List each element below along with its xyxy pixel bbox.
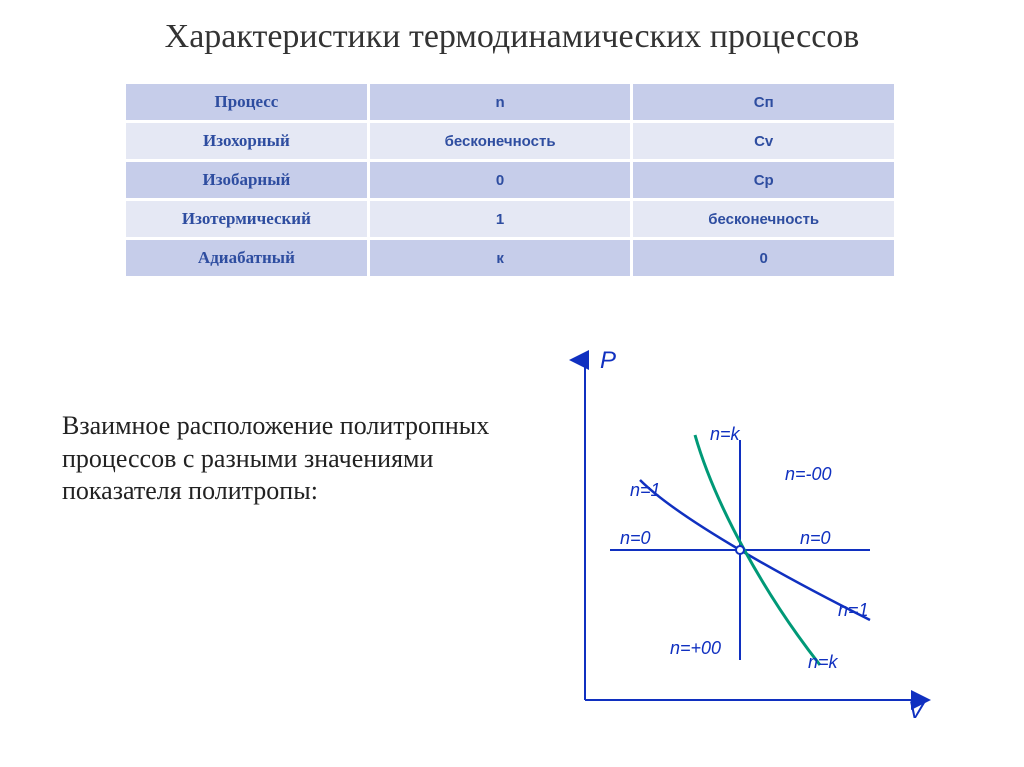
- col-c: Сп: [632, 84, 894, 122]
- intersection-point-icon: [736, 546, 744, 554]
- table-row: Изобарный 0 Ср: [126, 161, 894, 200]
- table-header-row: Процесс n Сп: [126, 84, 894, 122]
- label-nk-right: n=k: [808, 652, 839, 672]
- table-row: Изохорный бесконечность Сv: [126, 122, 894, 161]
- label-ninf-left: n=+00: [670, 638, 721, 658]
- label-n0-left: n=0: [620, 528, 651, 548]
- label-n1-left: n=1: [630, 480, 661, 500]
- y-axis-label: P: [600, 347, 616, 374]
- description-text: Взаимное расположение политропных процес…: [62, 410, 492, 508]
- label-nk-left: n=k: [710, 424, 741, 444]
- label-n0-right: n=0: [800, 528, 831, 548]
- label-ninf-right: n=-00: [785, 464, 832, 484]
- slide-title: Характеристики термодинамических процесс…: [0, 18, 1024, 56]
- process-table: Процесс n Сп Изохорный бесконечность Сv …: [126, 84, 894, 279]
- col-n: n: [368, 84, 632, 122]
- polytropic-chart: P V n=0 n=0 n=+00 n=-00 n=1 n=1 n=k n=k: [530, 320, 970, 750]
- col-process: Процесс: [126, 84, 368, 122]
- table-row: Адиабатный к 0: [126, 239, 894, 278]
- label-n1-right: n=1: [838, 600, 869, 620]
- table-row: Изотермический 1 бесконечность: [126, 200, 894, 239]
- x-axis-label: V: [908, 697, 926, 724]
